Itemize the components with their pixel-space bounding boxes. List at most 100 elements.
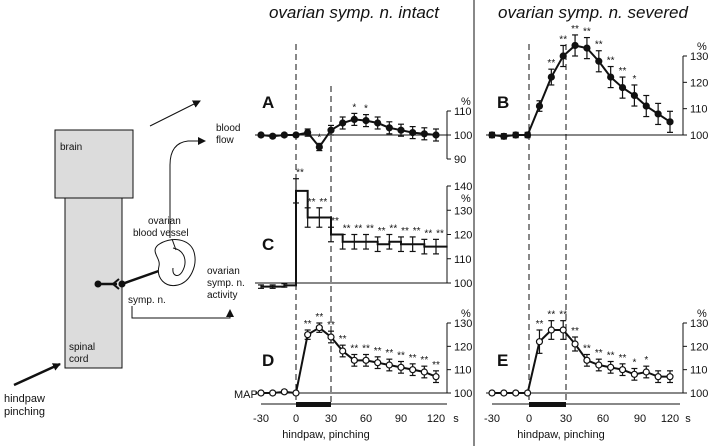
panel-b-point-2: [500, 132, 508, 140]
panel-d-point-1: [257, 389, 265, 397]
panel-c-y-tick-label-3: 120: [454, 230, 472, 242]
panel-b-series-line: [491, 44, 671, 138]
panel-a-point-4: [292, 131, 300, 139]
panel-b-point-8: [571, 41, 579, 50]
panel-b-point-16: [666, 118, 674, 126]
panel-b-y-unit: %: [697, 41, 707, 53]
panel-a-point-5: [304, 129, 312, 137]
panel-c-y-tick-label-1: 100: [454, 278, 472, 290]
panel-d-point-2: [269, 389, 277, 397]
panel-c-sig-15: **: [424, 228, 432, 239]
panel-e-y-unit: %: [697, 308, 707, 320]
panel-e-point-1: [488, 389, 496, 397]
panel-e-sig-13: *: [632, 358, 636, 369]
arrow-to-activity: [131, 306, 234, 319]
panel-a-y-unit: %: [461, 96, 471, 108]
panel-d-series-line: [261, 326, 437, 395]
panel-b-point-15: [654, 110, 662, 118]
x-tick-right-6: 120: [661, 413, 679, 425]
panel-d-sig-6: **: [315, 312, 323, 323]
panel-b-point-14: [642, 102, 650, 110]
time-axis-right: -30 0 30 60 90 120 s hindpaw, pinching: [484, 402, 691, 441]
hindpaw-label-2: pinching: [4, 406, 45, 418]
panel-d-point-16: [432, 373, 440, 381]
brain-label: brain: [60, 142, 82, 153]
panel-b-point-5: [535, 102, 544, 110]
panel-e-point-9: [583, 356, 591, 364]
panel-c-y-tick-label-4: 130: [454, 205, 472, 217]
panel-a-point-2: [269, 132, 277, 140]
spinal-label-1: spinal: [69, 342, 95, 353]
panel-c-y-tick-label-5: 140: [454, 181, 472, 193]
panel-d-sig-13: **: [397, 351, 405, 362]
hindpaw-arrow: [13, 362, 61, 387]
panel-e-sig-5: **: [536, 319, 544, 330]
panel-a-point-3: [280, 131, 288, 139]
header-severed: ovarian symp. n. severed: [498, 3, 688, 22]
panel-a-point-6: [315, 143, 323, 151]
panel-b-sig-6: **: [547, 58, 555, 69]
panel-e-point-4: [523, 389, 532, 397]
panel-b-sig-7: **: [559, 34, 567, 45]
panel-e-sig-11: **: [607, 351, 615, 362]
panel-c-series-line: [261, 189, 448, 288]
x-tick-left-6: 120: [427, 413, 445, 425]
panel-a-sig-6: *: [317, 132, 321, 143]
panel-b-sig-8: **: [571, 24, 579, 35]
panel-c-sig-11: **: [378, 226, 386, 237]
panel-e-sig-14: *: [644, 355, 648, 366]
panel-b-y-tick-label-2: 110: [690, 104, 708, 116]
symp-n-label: symp. n.: [128, 295, 166, 306]
arrow-to-blood-flow: [169, 137, 206, 238]
synapse-mark: [111, 278, 120, 290]
panel-b-point-12: [618, 83, 627, 92]
panel-d-y-tick-label-4: 130: [454, 318, 472, 330]
panel-b-point-6: [547, 73, 555, 81]
time-axis-left: -30 0 30 60 90 120 s hindpaw, pinching: [253, 402, 459, 441]
panel-e-sig-12: **: [619, 353, 627, 364]
x-unit-left: s: [453, 413, 459, 425]
vessel-label-2: blood vessel: [133, 228, 189, 239]
panel-d-point-13: [397, 363, 405, 371]
panel-d-sig-9: **: [350, 344, 358, 355]
header-intact: ovarian symp. n. intact: [269, 3, 440, 22]
panel-e-point-14: [642, 368, 650, 376]
panel-d-sig-10: **: [362, 344, 370, 355]
x-tick-right-2: 0: [526, 413, 532, 425]
panel-c-sig-9: **: [354, 224, 362, 235]
panel-a-point-14: [409, 129, 417, 137]
panel-e-sig-7: **: [559, 310, 567, 321]
map-label: MAP: [234, 389, 258, 401]
x-tick-left-1: -30: [253, 413, 269, 425]
stim-bar-right: [529, 402, 566, 407]
x-tick-right-4: 60: [597, 413, 609, 425]
panel-d-point-8: [339, 347, 347, 355]
panel-e-y-tick-label-4: 130: [690, 318, 708, 330]
panel-b-point-10: [595, 57, 603, 65]
panel-c-sig-14: **: [413, 226, 421, 237]
panel-a-point-7: [327, 126, 335, 134]
panel-a-point-8: [339, 119, 347, 127]
panel-e-point-7: [559, 326, 567, 334]
panel-e-point-5: [535, 338, 544, 346]
panel-c-y-tick-label-2: 110: [454, 254, 472, 266]
panel-b-point-1: [488, 131, 496, 139]
panel-d-y-tick-label-3: 120: [454, 341, 472, 353]
panel-b-point-7: [559, 52, 567, 60]
x-tick-left-2: 0: [293, 413, 299, 425]
blood-flow-label-2: flow: [216, 135, 235, 146]
panel-d-sig-14: **: [409, 353, 417, 364]
x-tick-left-5: 90: [395, 413, 407, 425]
panel-d-letter: D: [262, 351, 274, 370]
panel-e-y-tick-label-1: 100: [690, 388, 708, 400]
panel-e-point-11: [607, 363, 615, 371]
panel-d-sig-5: **: [304, 319, 312, 330]
panel-e-letter: E: [497, 351, 508, 370]
vessel-pointer: [171, 238, 177, 251]
panel-d-point-14: [409, 366, 417, 374]
panel-a-point-15: [420, 130, 428, 138]
panel-b-point-4: [523, 131, 532, 139]
